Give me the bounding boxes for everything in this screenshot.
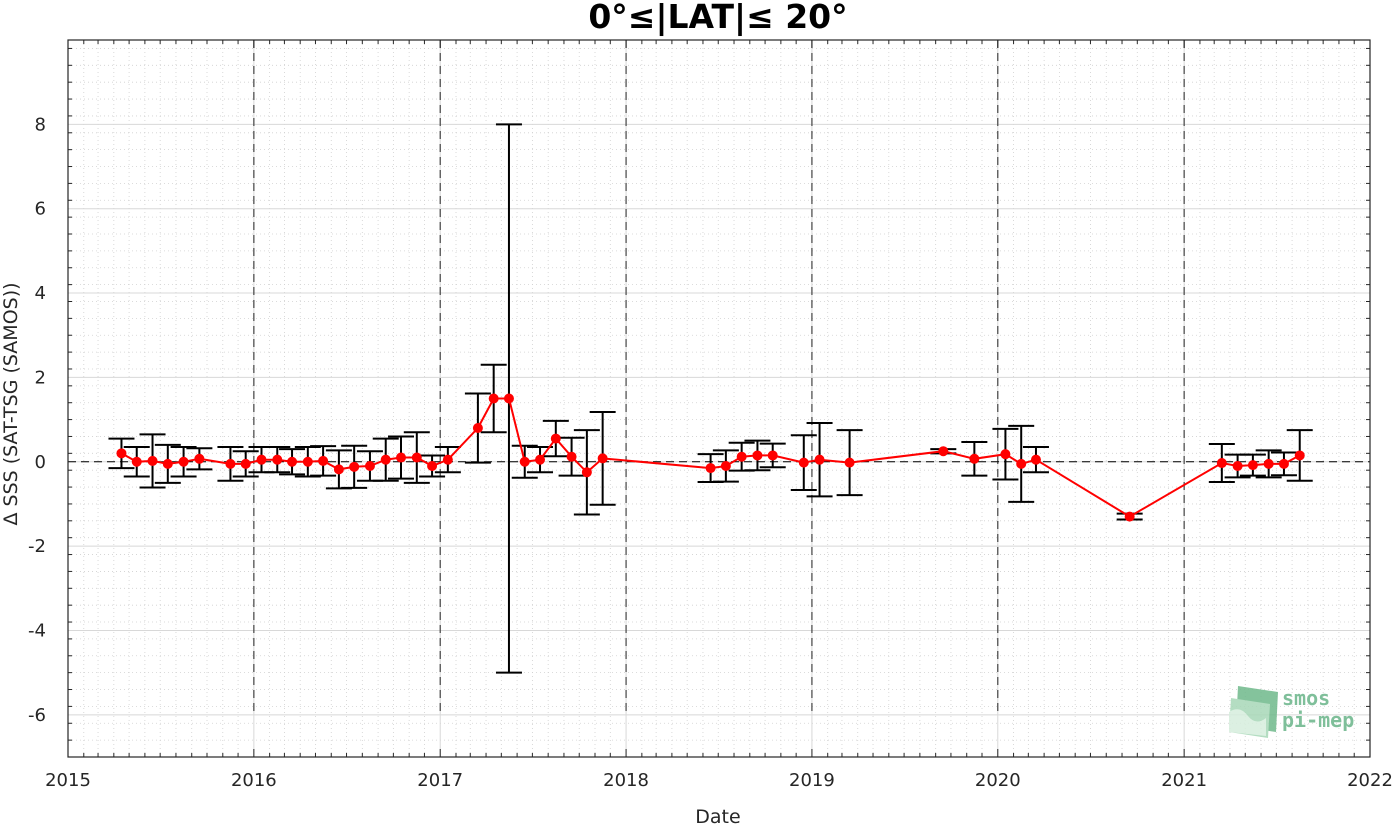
data-point bbox=[178, 456, 189, 467]
data-point bbox=[1216, 458, 1227, 469]
data-point bbox=[380, 454, 391, 465]
data-point bbox=[969, 453, 980, 464]
x-tick-label: 2017 bbox=[417, 770, 463, 791]
data-point bbox=[1278, 458, 1289, 469]
data-point bbox=[1247, 460, 1258, 471]
x-tick-label: 2016 bbox=[231, 770, 277, 791]
data-point bbox=[752, 450, 763, 461]
y-tick-labels: -6 -4 -2 0 2 4 6 8 bbox=[28, 114, 46, 725]
y-tick-label: 6 bbox=[35, 199, 46, 220]
data-point bbox=[1263, 458, 1274, 469]
data-point bbox=[396, 452, 407, 463]
logo-emblem-icon bbox=[1229, 686, 1278, 738]
data-point bbox=[550, 433, 561, 444]
y-tick-label: -4 bbox=[28, 620, 46, 641]
logo-line-pi-mep: pi-mep bbox=[1282, 708, 1354, 732]
data-point bbox=[597, 453, 608, 464]
data-point bbox=[1000, 449, 1011, 460]
data-point bbox=[225, 458, 236, 469]
data-point bbox=[581, 467, 592, 478]
smos-pi-mep-logo: smos pi-mep bbox=[1229, 686, 1354, 738]
data-point bbox=[767, 450, 778, 461]
y-tick-label: 0 bbox=[35, 452, 46, 473]
x-tick-label: 2018 bbox=[603, 770, 649, 791]
data-point bbox=[1016, 458, 1027, 469]
data-point bbox=[938, 446, 949, 457]
data-point bbox=[472, 423, 483, 434]
data-point bbox=[1030, 454, 1041, 465]
data-point bbox=[272, 454, 283, 465]
y-tick-label: 4 bbox=[35, 283, 46, 304]
data-point bbox=[427, 460, 438, 471]
x-tick-label: 2022 bbox=[1347, 770, 1393, 791]
minor-grid bbox=[68, 40, 1370, 758]
x-tick-label: 2021 bbox=[1161, 770, 1207, 791]
data-point bbox=[131, 456, 142, 467]
data-point bbox=[442, 454, 453, 465]
data-point bbox=[814, 454, 825, 465]
y-tick-label: 2 bbox=[35, 367, 46, 388]
data-point bbox=[147, 455, 158, 466]
data-point bbox=[503, 393, 514, 404]
data-point bbox=[240, 458, 251, 469]
series-line-group bbox=[116, 393, 1305, 522]
data-point bbox=[194, 453, 205, 464]
data-point bbox=[349, 461, 360, 472]
axis-ticks bbox=[67, 40, 1371, 758]
plot-area-frame bbox=[67, 39, 1371, 758]
data-point bbox=[1294, 450, 1305, 461]
data-point bbox=[333, 464, 344, 475]
data-point bbox=[1124, 511, 1135, 522]
data-point bbox=[798, 457, 809, 468]
chart-title: 0°≤|LAT|≤ 20° bbox=[588, 0, 847, 36]
data-point bbox=[318, 455, 329, 466]
data-point bbox=[705, 463, 716, 474]
data-point bbox=[844, 457, 855, 468]
data-point bbox=[535, 454, 546, 465]
y-axis-label: Δ SSS (SAT-TSG (SAMOS)) bbox=[0, 282, 22, 525]
data-point bbox=[364, 460, 375, 471]
data-point bbox=[287, 456, 298, 467]
x-tick-label: 2020 bbox=[975, 770, 1021, 791]
x-tick-label: 2019 bbox=[789, 770, 835, 791]
logo-line-smos: smos bbox=[1282, 686, 1330, 710]
data-point bbox=[1232, 460, 1243, 471]
data-point bbox=[302, 456, 313, 467]
data-point bbox=[116, 448, 127, 459]
data-point bbox=[162, 458, 173, 469]
data-point bbox=[411, 452, 422, 463]
data-point bbox=[256, 454, 267, 465]
y-tick-label: -2 bbox=[28, 536, 46, 557]
year-separator-lines bbox=[253, 40, 1185, 715]
x-tick-label: 2015 bbox=[45, 770, 91, 791]
y-tick-label: 8 bbox=[35, 114, 46, 135]
data-point bbox=[736, 451, 747, 462]
x-tick-labels: 2015 2016 2017 2018 2019 2020 2021 2022 bbox=[45, 770, 1393, 791]
data-point bbox=[720, 460, 731, 471]
x-axis-label: Date bbox=[695, 806, 740, 825]
y-tick-label: -6 bbox=[28, 705, 46, 726]
data-point bbox=[488, 393, 499, 404]
data-point bbox=[566, 451, 577, 462]
data-point bbox=[519, 456, 530, 467]
